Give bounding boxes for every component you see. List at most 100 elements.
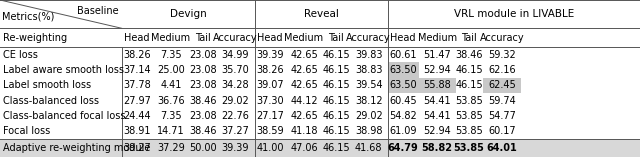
Text: 7.35: 7.35 — [160, 111, 182, 121]
Bar — [483, 78, 521, 93]
Text: 46.15: 46.15 — [322, 96, 350, 106]
Text: 52.94: 52.94 — [423, 126, 451, 136]
Text: Accuracy: Accuracy — [479, 33, 524, 43]
Text: 39.39: 39.39 — [222, 143, 249, 153]
Text: Tail: Tail — [328, 33, 344, 43]
Text: Head: Head — [124, 33, 150, 43]
Text: 29.02: 29.02 — [221, 96, 250, 106]
Text: 41.18: 41.18 — [291, 126, 317, 136]
Text: 38.26: 38.26 — [123, 50, 151, 60]
Text: Class-balanced focal loss: Class-balanced focal loss — [3, 111, 125, 121]
Text: 63.50: 63.50 — [389, 65, 417, 75]
Text: Head: Head — [390, 33, 416, 43]
Text: 38.83: 38.83 — [355, 65, 382, 75]
Text: 50.00: 50.00 — [189, 143, 217, 153]
Text: Accuracy: Accuracy — [346, 33, 391, 43]
Text: Accuracy: Accuracy — [213, 33, 258, 43]
Text: 25.00: 25.00 — [157, 65, 185, 75]
Text: 38.46: 38.46 — [189, 96, 216, 106]
Text: 27.17: 27.17 — [256, 111, 284, 121]
Text: 60.61: 60.61 — [390, 50, 417, 60]
Text: 51.47: 51.47 — [423, 50, 451, 60]
Text: 23.08: 23.08 — [189, 50, 217, 60]
Text: 42.65: 42.65 — [290, 80, 318, 90]
Text: 24.44: 24.44 — [123, 111, 151, 121]
Text: 47.06: 47.06 — [290, 143, 318, 153]
Text: 37.14: 37.14 — [123, 65, 151, 75]
Text: 38.46: 38.46 — [456, 50, 483, 60]
Text: 53.85: 53.85 — [455, 96, 483, 106]
Text: Label aware smooth loss: Label aware smooth loss — [3, 65, 124, 75]
Text: 37.30: 37.30 — [256, 96, 284, 106]
Text: 41.68: 41.68 — [355, 143, 382, 153]
Text: 60.17: 60.17 — [488, 126, 516, 136]
Text: 46.15: 46.15 — [322, 111, 350, 121]
Text: 7.35: 7.35 — [160, 50, 182, 60]
Text: Devign: Devign — [170, 9, 207, 19]
Text: 62.16: 62.16 — [488, 65, 516, 75]
Text: 54.77: 54.77 — [488, 111, 516, 121]
Bar — [419, 78, 456, 93]
Text: 53.85: 53.85 — [455, 126, 483, 136]
Text: 46.15: 46.15 — [322, 65, 350, 75]
Text: 38.46: 38.46 — [189, 126, 216, 136]
Text: Re-weighting: Re-weighting — [3, 33, 67, 43]
Text: Baseline: Baseline — [77, 6, 118, 16]
Text: 54.41: 54.41 — [423, 111, 451, 121]
Text: 38.91: 38.91 — [124, 126, 150, 136]
Text: 38.12: 38.12 — [355, 96, 383, 106]
Text: 42.65: 42.65 — [290, 65, 318, 75]
Text: Tail: Tail — [195, 33, 211, 43]
Text: 39.07: 39.07 — [256, 80, 284, 90]
Text: 34.99: 34.99 — [222, 50, 249, 60]
Text: 59.32: 59.32 — [488, 50, 516, 60]
Text: Medium: Medium — [417, 33, 457, 43]
Text: 37.78: 37.78 — [123, 80, 151, 90]
Text: 27.97: 27.97 — [123, 96, 151, 106]
Text: 39.39: 39.39 — [257, 50, 284, 60]
Text: 41.00: 41.00 — [257, 143, 284, 153]
Text: 58.82: 58.82 — [422, 143, 452, 153]
Text: 52.94: 52.94 — [423, 65, 451, 75]
Text: Tail: Tail — [461, 33, 477, 43]
Text: Medium: Medium — [284, 33, 324, 43]
Text: 61.09: 61.09 — [390, 126, 417, 136]
Text: 64.79: 64.79 — [388, 143, 419, 153]
Text: Reveal: Reveal — [304, 9, 339, 19]
Text: 23.08: 23.08 — [189, 80, 217, 90]
Text: 35.70: 35.70 — [221, 65, 250, 75]
Text: 46.15: 46.15 — [455, 65, 483, 75]
Bar — [0, 139, 640, 157]
Text: 39.27: 39.27 — [123, 143, 151, 153]
Text: 23.08: 23.08 — [189, 65, 217, 75]
Text: 64.01: 64.01 — [486, 143, 517, 153]
Text: 29.02: 29.02 — [355, 111, 383, 121]
Text: 42.65: 42.65 — [290, 111, 318, 121]
Text: 34.28: 34.28 — [221, 80, 250, 90]
Text: Metrics(%): Metrics(%) — [2, 12, 54, 22]
Text: 46.15: 46.15 — [455, 80, 483, 90]
Text: 39.54: 39.54 — [355, 80, 383, 90]
Bar — [388, 78, 419, 93]
Text: 14.71: 14.71 — [157, 126, 185, 136]
Text: 37.29: 37.29 — [157, 143, 185, 153]
Text: 63.50: 63.50 — [389, 80, 417, 90]
Text: Medium: Medium — [151, 33, 191, 43]
Text: CE loss: CE loss — [3, 50, 38, 60]
Text: 38.59: 38.59 — [256, 126, 284, 136]
Text: 53.85: 53.85 — [455, 111, 483, 121]
Text: 23.08: 23.08 — [189, 111, 217, 121]
Text: 46.15: 46.15 — [322, 50, 350, 60]
Text: Focal loss: Focal loss — [3, 126, 51, 136]
Text: 55.88: 55.88 — [423, 80, 451, 90]
Bar — [388, 62, 419, 78]
Text: 22.76: 22.76 — [221, 111, 250, 121]
Text: 38.26: 38.26 — [256, 65, 284, 75]
Text: 54.82: 54.82 — [389, 111, 417, 121]
Text: 4.41: 4.41 — [160, 80, 182, 90]
Text: 46.15: 46.15 — [322, 126, 350, 136]
Text: Head: Head — [257, 33, 283, 43]
Text: 38.98: 38.98 — [355, 126, 382, 136]
Text: 36.76: 36.76 — [157, 96, 185, 106]
Text: VRL module in LIVABLE: VRL module in LIVABLE — [454, 9, 574, 19]
